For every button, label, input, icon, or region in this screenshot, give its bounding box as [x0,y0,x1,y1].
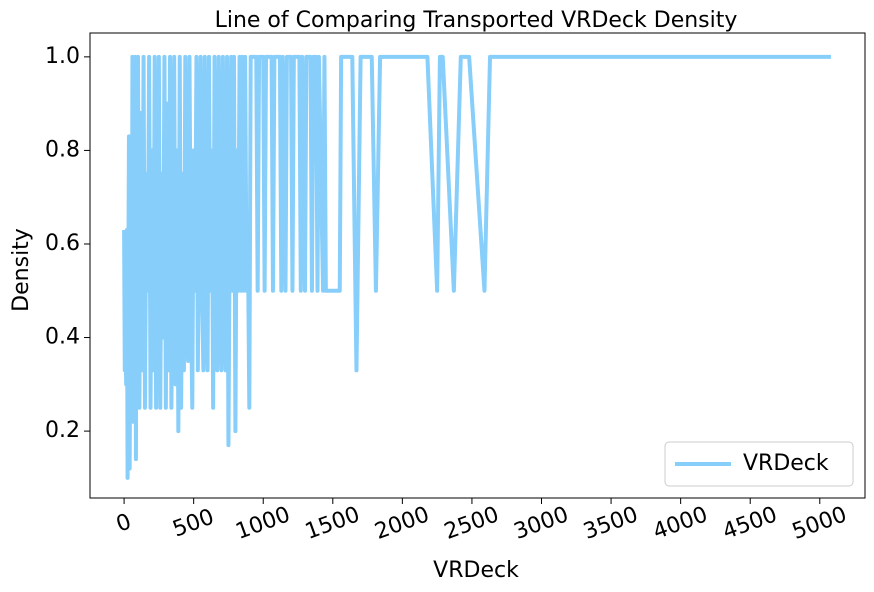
legend-box [664,441,854,487]
x-tick-label: 3000 [511,502,572,545]
x-tick-label: 2500 [441,502,502,545]
x-tick-label: 2000 [372,502,433,545]
x-tick-label: 1500 [302,502,363,545]
x-tick-label: 3500 [580,502,641,545]
y-tick-label: 0.6 [45,231,80,256]
x-tick-label: 4500 [719,502,780,545]
x-axis-label: VRDeck [433,558,519,583]
y-tick-label: 1.0 [45,44,80,69]
x-tick-label: 5000 [789,502,850,545]
chart-title: Line of Comparing Transported VRDeck Den… [215,8,738,33]
y-tick-label: 0.2 [45,418,80,443]
y-tick-label: 0.8 [45,137,80,162]
x-tick-label: 0 [113,509,135,537]
x-tick-label: 1000 [232,502,293,545]
plot-frame [89,32,866,499]
legend-label: VRDeck [743,451,829,476]
x-tick-label: 500 [169,505,217,543]
data-line [122,54,831,480]
x-tick-label: 4000 [650,502,711,545]
y-axis-label: Density [9,228,34,312]
y-tick-label: 0.4 [45,325,80,350]
